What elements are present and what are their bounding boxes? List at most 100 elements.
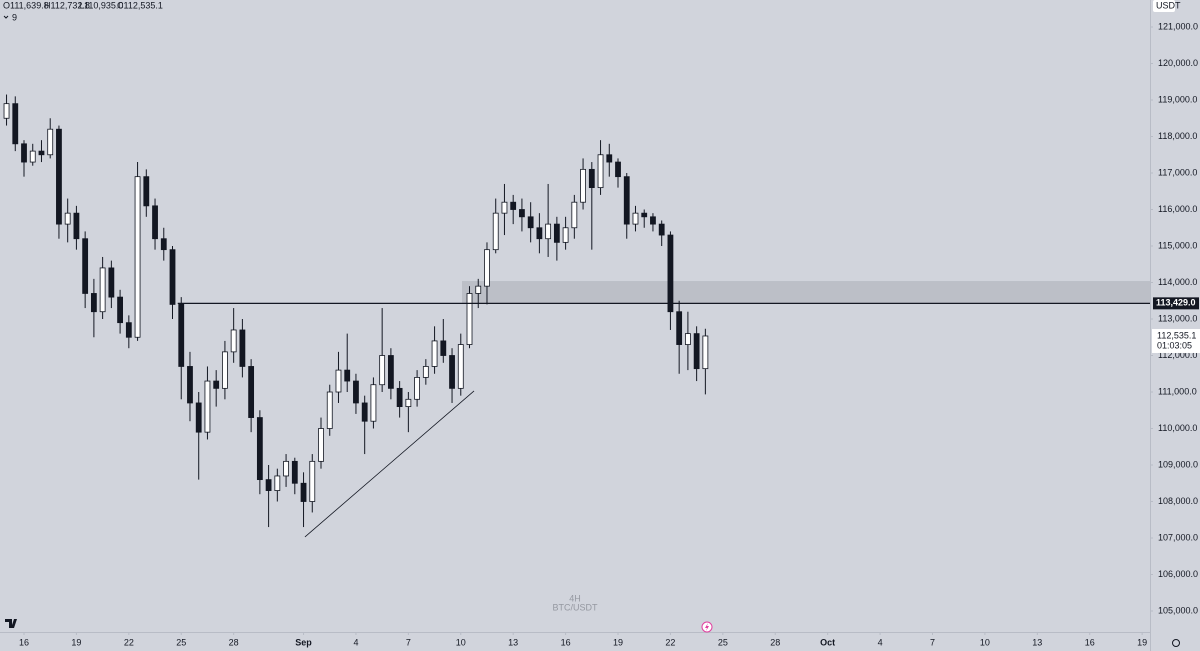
event-icon[interactable] (701, 621, 713, 633)
candle-body (580, 168, 586, 203)
candle-body (519, 209, 525, 218)
candle-body (38, 150, 45, 156)
candle-body (501, 201, 508, 214)
candle-body (606, 154, 613, 163)
x-tick-label: 19 (1137, 637, 1147, 647)
watermark-interval: 4H (569, 593, 581, 603)
x-tick-label: 22 (665, 637, 675, 647)
candle-body (658, 223, 665, 236)
candle-body (309, 460, 316, 502)
y-tick-label: 110,000.0 (1158, 423, 1197, 433)
candle-body (143, 176, 150, 207)
candle-body (195, 402, 202, 433)
candle-body (414, 377, 420, 400)
candle-body (702, 335, 709, 370)
x-tick-label: 13 (508, 637, 518, 647)
last-price-label: 112,535.1 (1157, 330, 1196, 340)
candle-body (99, 267, 106, 313)
candle-body (204, 380, 211, 433)
y-tick-label: 116,000.0 (1158, 204, 1197, 214)
hline-label: 113,429.0 (1156, 298, 1196, 308)
y-tick-label: 111,000.0 (1158, 386, 1197, 396)
x-tick-label: Oct (820, 637, 835, 647)
candle-body (64, 212, 71, 225)
trendline (304, 390, 475, 538)
candle-body (475, 285, 482, 294)
candle-body (527, 216, 534, 229)
watermark-symbol: BTC/USDT (553, 602, 599, 612)
candle-body (335, 369, 342, 393)
candle-body (125, 322, 132, 338)
hline-label-box (1153, 297, 1199, 310)
y-tick-label: 119,000.0 (1158, 94, 1197, 104)
candle-body (510, 201, 517, 210)
settings-icon[interactable] (1172, 639, 1180, 647)
candle-body (484, 249, 490, 287)
candle-body (239, 329, 246, 367)
candle-body (379, 355, 386, 386)
candle-body (29, 150, 36, 163)
candle-body (422, 366, 429, 378)
candle-body (283, 460, 289, 477)
candle-body (623, 176, 630, 225)
candle-body (169, 249, 176, 305)
candle-body (248, 366, 255, 418)
x-tick-label: 28 (229, 637, 239, 647)
candle-body (21, 143, 27, 163)
candle-body (265, 479, 272, 491)
candle-body (73, 212, 80, 240)
x-tick-label: 19 (71, 637, 81, 647)
candle-body (562, 227, 569, 243)
candle-body (291, 460, 298, 484)
y-tick-label: 113,000.0 (1158, 313, 1197, 323)
candle-body (615, 161, 621, 178)
x-tick-label: 16 (1085, 637, 1095, 647)
tv-logo[interactable] (5, 619, 19, 628)
candle-body (256, 417, 263, 481)
indicator-count: 9 (12, 12, 17, 22)
y-tick-label: 115,000.0 (1158, 240, 1197, 250)
candle-body (178, 304, 185, 367)
candle-body (361, 402, 368, 422)
candle-body (597, 154, 604, 189)
candle-body (492, 212, 499, 251)
candle-body (370, 384, 377, 422)
candle-body (274, 475, 281, 491)
ohlc-close: C112,535.1 (117, 0, 163, 10)
candle-body (82, 238, 89, 294)
x-tick-label: 16 (19, 637, 29, 647)
candle-body (466, 293, 473, 345)
x-tick-label: Sep (295, 637, 312, 647)
candle-body (588, 168, 595, 189)
x-tick-label: 16 (561, 637, 571, 647)
x-tick-label: 13 (1032, 637, 1042, 647)
x-tick-label: 28 (770, 637, 780, 647)
candle-body (632, 212, 639, 225)
last-price-box (1152, 328, 1200, 353)
candle-body (47, 128, 54, 156)
y-tick-label: 105,000.0 (1158, 605, 1198, 615)
x-tick-label: 25 (176, 637, 186, 647)
currency-box[interactable] (1153, 0, 1175, 12)
y-tick-label: 114,000.0 (1158, 277, 1197, 287)
y-tick-label: 112,000.0 (1158, 350, 1197, 360)
candle-body (117, 296, 123, 324)
candle-body (230, 329, 237, 353)
candle-body (667, 234, 674, 313)
candle-body (213, 380, 220, 389)
candle-body (536, 227, 543, 240)
candle-body (300, 482, 307, 502)
candle-body (90, 293, 97, 313)
candle-body (318, 428, 324, 462)
ohlc-high: H112,732.8 (44, 0, 90, 10)
x-tick-label: 4 (353, 637, 358, 647)
y-tick-label: 108,000.0 (1158, 496, 1198, 506)
legend: O111,639.8 H112,732.8 L110,935.0 C112,53… (3, 0, 163, 22)
y-tick-label: 120,000.0 (1158, 58, 1198, 68)
candle-body (457, 344, 464, 389)
y-tick-label: 117,000.0 (1158, 167, 1197, 177)
x-tick-label: 25 (718, 637, 728, 647)
indicator-toggle[interactable] (3, 15, 9, 19)
